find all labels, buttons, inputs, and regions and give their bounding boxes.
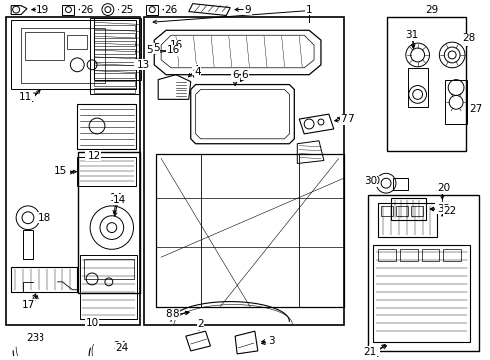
Bar <box>94 41 136 46</box>
Bar <box>411 206 422 216</box>
Text: 32: 32 <box>438 204 451 214</box>
Bar <box>94 73 136 78</box>
Text: 3: 3 <box>267 336 273 346</box>
Text: 27: 27 <box>468 104 482 114</box>
Text: 24: 24 <box>115 343 128 353</box>
Text: 6: 6 <box>232 70 239 80</box>
Text: 25: 25 <box>120 5 133 14</box>
Bar <box>84 259 133 279</box>
Text: 11: 11 <box>19 93 32 102</box>
Bar <box>94 57 136 62</box>
Text: 16: 16 <box>170 40 183 50</box>
Text: 23: 23 <box>31 333 45 343</box>
Text: 13: 13 <box>137 60 150 70</box>
Text: 26: 26 <box>80 5 94 14</box>
Text: 29: 29 <box>423 5 436 14</box>
Text: 15: 15 <box>54 166 67 176</box>
Text: 5: 5 <box>146 45 152 55</box>
Text: 23: 23 <box>26 333 40 343</box>
Text: 1: 1 <box>306 5 313 14</box>
Text: 20: 20 <box>438 183 451 193</box>
Text: 20: 20 <box>436 183 449 193</box>
Bar <box>400 249 417 261</box>
Bar <box>378 203 438 238</box>
Text: 21: 21 <box>364 347 377 357</box>
Bar <box>387 18 466 150</box>
Text: 22: 22 <box>443 206 457 216</box>
Text: 30: 30 <box>364 176 377 186</box>
Bar <box>145 18 343 325</box>
Text: 28: 28 <box>463 35 476 45</box>
Bar <box>94 49 136 54</box>
Text: 15: 15 <box>56 168 69 178</box>
Text: 9: 9 <box>245 5 251 14</box>
Text: 1: 1 <box>306 5 313 14</box>
Bar <box>373 246 470 342</box>
Text: 11: 11 <box>22 94 35 104</box>
Text: 21: 21 <box>367 349 380 359</box>
Bar <box>21 28 105 82</box>
Text: 4: 4 <box>193 65 199 75</box>
Text: 25: 25 <box>120 5 133 14</box>
Bar <box>396 206 408 216</box>
Text: 4: 4 <box>195 67 201 77</box>
Text: 32: 32 <box>436 203 449 213</box>
Text: 12: 12 <box>85 150 98 161</box>
Text: 1: 1 <box>306 5 313 14</box>
Text: 7: 7 <box>341 114 347 124</box>
Bar <box>78 152 141 293</box>
Bar <box>6 18 141 325</box>
Text: 17: 17 <box>22 300 35 310</box>
Text: 29: 29 <box>425 5 438 14</box>
Bar <box>94 81 136 86</box>
Bar <box>443 249 461 261</box>
Bar <box>80 255 138 319</box>
Text: 14: 14 <box>113 195 126 205</box>
Text: 8: 8 <box>166 309 172 319</box>
Text: 26: 26 <box>80 5 94 14</box>
Text: 6: 6 <box>242 70 248 80</box>
Text: 13: 13 <box>135 60 148 70</box>
Text: 31: 31 <box>405 30 418 40</box>
Text: 7: 7 <box>347 114 354 124</box>
Text: 9: 9 <box>245 5 251 14</box>
Bar <box>378 249 396 261</box>
Text: 24: 24 <box>113 341 126 351</box>
Bar <box>445 80 467 124</box>
Text: 3: 3 <box>269 336 275 346</box>
Text: 2: 2 <box>197 319 204 329</box>
Text: 17: 17 <box>24 300 38 310</box>
Text: 2: 2 <box>197 319 204 329</box>
Text: 26: 26 <box>164 5 178 14</box>
Bar <box>68 35 87 49</box>
Text: 14: 14 <box>110 193 123 203</box>
Text: 27: 27 <box>469 104 483 114</box>
Text: 31: 31 <box>406 30 419 40</box>
Bar <box>393 178 408 190</box>
Text: 5: 5 <box>153 43 160 53</box>
Bar <box>368 195 479 351</box>
Text: 26: 26 <box>164 5 178 14</box>
Bar <box>408 68 427 107</box>
Text: 18: 18 <box>38 213 51 223</box>
Bar <box>94 33 136 38</box>
Text: 28: 28 <box>463 33 476 43</box>
Bar <box>381 206 393 216</box>
Text: 19: 19 <box>36 5 49 14</box>
Text: 30: 30 <box>367 176 380 186</box>
Text: 12: 12 <box>87 150 100 161</box>
Bar <box>421 249 440 261</box>
Bar <box>94 89 136 94</box>
Text: 18: 18 <box>38 213 51 223</box>
Text: 8: 8 <box>172 309 179 319</box>
Bar <box>94 25 136 30</box>
Text: 19: 19 <box>36 5 49 14</box>
Text: 16: 16 <box>167 45 180 55</box>
Bar <box>391 198 425 220</box>
Bar <box>94 65 136 70</box>
Text: 10: 10 <box>86 318 98 328</box>
Bar <box>25 32 65 60</box>
Text: 22: 22 <box>443 208 457 218</box>
Bar <box>23 230 33 259</box>
